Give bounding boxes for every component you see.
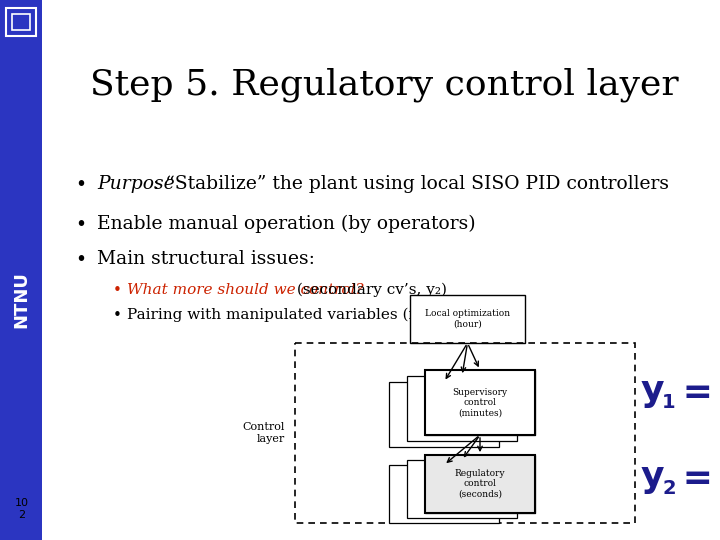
Text: $\mathbf{y}$: $\mathbf{y}$ bbox=[640, 462, 665, 496]
Text: Step 5. Regulatory control layer: Step 5. Regulatory control layer bbox=[90, 68, 679, 103]
Text: $\mathbf{y}$: $\mathbf{y}$ bbox=[640, 375, 665, 409]
Text: •: • bbox=[75, 215, 86, 234]
Text: •: • bbox=[75, 175, 86, 194]
Bar bbox=[425, 370, 535, 435]
Bar bbox=[410, 295, 525, 343]
Text: Main structural issues:: Main structural issues: bbox=[97, 250, 315, 268]
Text: Purpose: Purpose bbox=[97, 175, 175, 193]
Bar bbox=[425, 455, 535, 513]
Bar bbox=[389, 465, 499, 523]
Bar bbox=[407, 460, 517, 518]
Bar bbox=[425, 370, 535, 435]
Text: (secondary cv’s, y₂): (secondary cv’s, y₂) bbox=[292, 283, 447, 298]
Bar bbox=[6, 8, 36, 36]
Text: •: • bbox=[113, 308, 122, 323]
Text: 2: 2 bbox=[662, 480, 675, 498]
Text: 1: 1 bbox=[662, 393, 675, 412]
Text: : “Stabilize” the plant using local SISO PID controllers: : “Stabilize” the plant using local SISO… bbox=[153, 175, 669, 193]
Bar bbox=[12, 14, 30, 30]
Text: NTNU: NTNU bbox=[12, 272, 30, 328]
Text: = c: = c bbox=[670, 375, 720, 409]
Bar bbox=[407, 376, 517, 441]
Text: Regulatory
control
(seconds): Regulatory control (seconds) bbox=[455, 469, 505, 499]
Bar bbox=[425, 455, 535, 513]
Text: Control
layer: Control layer bbox=[243, 422, 285, 444]
Text: •: • bbox=[75, 250, 86, 269]
Text: •: • bbox=[113, 283, 122, 298]
Text: What more should we control?: What more should we control? bbox=[127, 283, 364, 297]
Text: 10
2: 10 2 bbox=[15, 498, 29, 520]
Bar bbox=[295, 343, 635, 523]
Text: Enable manual operation (by operators): Enable manual operation (by operators) bbox=[97, 215, 476, 233]
Bar bbox=[389, 382, 499, 447]
Text: Local optimization
(hour): Local optimization (hour) bbox=[425, 309, 510, 329]
Text: Supervisory
control
(minutes): Supervisory control (minutes) bbox=[452, 388, 508, 417]
Bar bbox=[0, 0, 42, 540]
Text: = ?: = ? bbox=[670, 462, 720, 496]
Text: Pairing with manipulated variables (mv’s u₂): Pairing with manipulated variables (mv’s… bbox=[127, 308, 471, 322]
